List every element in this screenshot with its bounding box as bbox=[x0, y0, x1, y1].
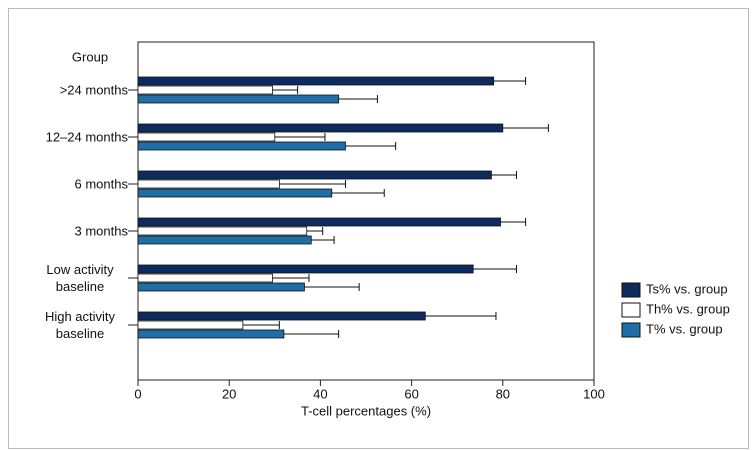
y-tick-label: High activity baseline bbox=[44, 309, 116, 341]
error-bar bbox=[242, 321, 280, 329]
bar bbox=[137, 170, 492, 180]
bar bbox=[137, 282, 305, 292]
bar bbox=[137, 85, 273, 95]
y-tick-label: 6 months bbox=[74, 176, 128, 192]
error-bar bbox=[491, 171, 517, 179]
error-bar bbox=[283, 330, 340, 338]
x-tick-label: 60 bbox=[404, 386, 418, 401]
bar bbox=[137, 179, 280, 189]
bar bbox=[137, 311, 426, 321]
x-axis-title: T-cell percentages (%) bbox=[301, 403, 431, 418]
y-tick-label: 12–24 months bbox=[45, 129, 128, 145]
bar bbox=[137, 132, 276, 142]
error-bar bbox=[306, 227, 324, 235]
error-bar bbox=[274, 133, 326, 141]
legend-label: T% vs. group bbox=[646, 321, 723, 336]
legend-swatch bbox=[621, 322, 641, 338]
error-bar bbox=[493, 77, 527, 85]
y-tick-label: 3 months bbox=[74, 223, 128, 239]
bar bbox=[137, 141, 346, 151]
bar bbox=[137, 264, 474, 274]
bar bbox=[137, 273, 273, 283]
bar bbox=[137, 235, 312, 245]
frame bbox=[8, 8, 749, 449]
legend-label: Th% vs. group bbox=[646, 301, 730, 316]
x-tick-label: 20 bbox=[222, 386, 236, 401]
bar bbox=[137, 123, 504, 133]
error-bar bbox=[500, 218, 527, 226]
bar bbox=[137, 329, 285, 339]
error-bar bbox=[311, 236, 335, 244]
legend-swatch bbox=[621, 282, 641, 298]
y-tick-label: Low activity baseline bbox=[46, 262, 114, 294]
bar bbox=[137, 76, 495, 86]
x-tick-label: 40 bbox=[313, 386, 327, 401]
bar bbox=[137, 217, 501, 227]
error-bar bbox=[272, 274, 310, 282]
bar bbox=[137, 94, 340, 104]
error-bar bbox=[279, 180, 346, 188]
error-bar bbox=[425, 312, 497, 320]
error-bar bbox=[338, 95, 378, 103]
error-bar bbox=[331, 189, 385, 197]
y-tick-label: >24 months bbox=[59, 82, 128, 98]
error-bar bbox=[345, 142, 397, 150]
error-bar bbox=[502, 124, 549, 132]
error-bar bbox=[272, 86, 299, 94]
x-tick-label: 0 bbox=[134, 386, 141, 401]
legend-swatch bbox=[621, 302, 641, 318]
error-bar bbox=[304, 283, 360, 291]
error-bar bbox=[473, 265, 517, 273]
legend-label: Ts% vs. group bbox=[646, 281, 728, 296]
bar bbox=[137, 226, 308, 236]
y-axis-title: Group bbox=[72, 49, 108, 64]
x-tick-label: 100 bbox=[583, 386, 605, 401]
x-tick-label: 80 bbox=[496, 386, 510, 401]
plot-frame bbox=[137, 41, 595, 381]
bar bbox=[137, 320, 244, 330]
bar bbox=[137, 188, 333, 198]
